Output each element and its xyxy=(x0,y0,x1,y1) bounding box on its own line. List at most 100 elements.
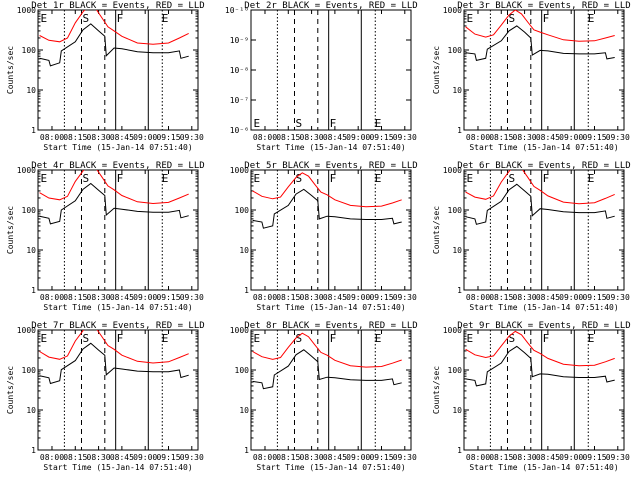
x-tick-label: 09:00 xyxy=(559,293,583,302)
lld-series-line xyxy=(252,332,402,368)
event-marker-label: E xyxy=(588,172,595,185)
plot-frame xyxy=(463,329,625,451)
x-tick-label: 08:45 xyxy=(536,133,560,142)
x-axis-label: Start Time (15-Jan-14 07:51:40) xyxy=(256,143,405,152)
x-tick-label: 08:45 xyxy=(536,293,560,302)
y-tick-label: 100 xyxy=(235,366,250,375)
x-tick-label: 09:15 xyxy=(369,133,393,142)
event-marker-label: E xyxy=(41,332,48,345)
x-tick-label: 08:00 xyxy=(253,293,277,302)
lld-series-line xyxy=(39,330,189,364)
plot-frame xyxy=(37,169,199,291)
x-tick-label: 08:00 xyxy=(253,133,277,142)
x-axis-label: Start Time (15-Jan-14 07:51:40) xyxy=(469,303,618,312)
x-tick-label: 09:30 xyxy=(393,133,417,142)
x-tick-label: 09:00 xyxy=(133,133,157,142)
y-tick-label: 10⁻⁹ xyxy=(230,36,249,45)
y-tick-label: 10⁻¹⁰ xyxy=(225,6,249,15)
event-marker-label: F xyxy=(543,332,550,345)
y-tick-label: 100 xyxy=(235,206,250,215)
x-tick-label: 08:30 xyxy=(87,133,111,142)
chart-title: Det 8r BLACK = Events, RED = LLD xyxy=(244,321,417,331)
x-tick-label: 08:00 xyxy=(466,453,490,462)
x-tick-label: 08:00 xyxy=(466,293,490,302)
y-tick-label: 1 xyxy=(31,446,36,455)
events-series-line xyxy=(39,342,189,385)
x-tick-label: 09:30 xyxy=(180,453,204,462)
plot-frame xyxy=(463,169,625,291)
event-marker-label: S xyxy=(508,332,515,345)
x-tick-label: 09:30 xyxy=(393,453,417,462)
event-marker-label: F xyxy=(330,117,337,130)
event-marker-label: F xyxy=(543,172,550,185)
y-axis-label: Counts/sec xyxy=(6,46,15,94)
x-axis-label: Start Time (15-Jan-14 07:51:40) xyxy=(256,463,405,472)
x-tick-label: 08:15 xyxy=(63,133,87,142)
event-marker-label: S xyxy=(508,12,515,25)
y-tick-label: 1 xyxy=(244,286,249,295)
event-marker-label: E xyxy=(467,332,474,345)
events-series-line xyxy=(39,23,189,67)
event-marker-label: E xyxy=(467,12,474,25)
x-tick-label: 09:15 xyxy=(369,453,393,462)
y-tick-label: 100 xyxy=(22,366,37,375)
events-series-line xyxy=(252,188,402,229)
x-axis-label: Start Time (15-Jan-14 07:51:40) xyxy=(43,303,192,312)
event-marker-label: E xyxy=(375,117,382,130)
y-tick-label: 10 xyxy=(452,406,462,415)
event-marker-label: E xyxy=(162,332,169,345)
y-tick-label: 1000 xyxy=(17,166,36,175)
x-tick-label: 09:00 xyxy=(133,453,157,462)
event-marker-label: E xyxy=(254,117,261,130)
x-tick-label: 09:15 xyxy=(582,133,606,142)
x-tick-label: 09:00 xyxy=(559,453,583,462)
event-marker-label: F xyxy=(117,12,124,25)
x-tick-label: 09:00 xyxy=(346,293,370,302)
chart-title: Det 3r BLACK = Events, RED = LLD xyxy=(457,1,630,11)
chart-panel-4: Det 4r BLACK = Events, RED = LLD 08:00 08:… xyxy=(6,161,205,312)
x-tick-label: 09:30 xyxy=(606,293,630,302)
x-tick-label: 08:45 xyxy=(323,293,347,302)
lld-series-line xyxy=(39,10,189,45)
chart-title: Det 4r BLACK = Events, RED = LLD xyxy=(31,161,204,171)
y-tick-label: 10⁻⁷ xyxy=(230,96,249,105)
y-tick-label: 10⁻⁸ xyxy=(230,66,249,75)
event-marker-label: S xyxy=(295,332,302,345)
y-tick-label: 1000 xyxy=(443,326,462,335)
y-axis-label: Counts/sec xyxy=(432,366,441,414)
event-marker-label: E xyxy=(162,172,169,185)
event-marker-label: E xyxy=(375,332,382,345)
y-tick-label: 1000 xyxy=(17,6,36,15)
x-tick-label: 08:00 xyxy=(40,293,64,302)
x-tick-label: 09:30 xyxy=(180,293,204,302)
chart-title: Det 7r BLACK = Events, RED = LLD xyxy=(31,321,204,331)
x-tick-label: 08:45 xyxy=(323,453,347,462)
plot-frame xyxy=(37,329,199,451)
y-tick-label: 1 xyxy=(457,286,462,295)
x-tick-label: 08:45 xyxy=(110,293,134,302)
x-tick-label: 08:30 xyxy=(513,133,537,142)
event-marker-label: E xyxy=(375,172,382,185)
chart-panel-2: Det 2r BLACK = Events, RED = LLD 08:00 08:… xyxy=(225,1,418,152)
chart-title: Det 5r BLACK = Events, RED = LLD xyxy=(244,161,417,171)
event-marker-label: E xyxy=(588,332,595,345)
x-axis-label: Start Time (15-Jan-14 07:51:40) xyxy=(256,303,405,312)
plot-frame xyxy=(37,9,199,131)
chart-title: Det 2r BLACK = Events, RED = LLD xyxy=(244,1,417,11)
y-tick-label: 100 xyxy=(22,206,37,215)
y-tick-label: 1 xyxy=(457,446,462,455)
event-marker-label: S xyxy=(82,332,89,345)
x-tick-label: 09:30 xyxy=(606,453,630,462)
x-tick-label: 08:30 xyxy=(87,453,111,462)
event-marker-label: F xyxy=(330,172,337,185)
x-axis-label: Start Time (15-Jan-14 07:51:40) xyxy=(469,143,618,152)
x-tick-label: 09:00 xyxy=(346,453,370,462)
x-tick-label: 08:45 xyxy=(323,133,347,142)
x-tick-label: 08:45 xyxy=(536,453,560,462)
event-marker-label: F xyxy=(117,172,124,185)
events-series-line xyxy=(465,25,615,61)
y-tick-label: 100 xyxy=(22,46,37,55)
x-axis-label: Start Time (15-Jan-14 07:51:40) xyxy=(469,463,618,472)
